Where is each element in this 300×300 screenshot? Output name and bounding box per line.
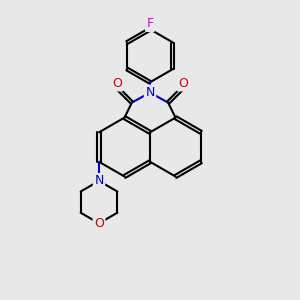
Text: O: O [112, 77, 122, 90]
Text: O: O [178, 77, 188, 90]
Text: N: N [145, 86, 155, 99]
Text: O: O [94, 217, 104, 230]
Text: F: F [146, 17, 154, 31]
Text: N: N [94, 174, 104, 188]
